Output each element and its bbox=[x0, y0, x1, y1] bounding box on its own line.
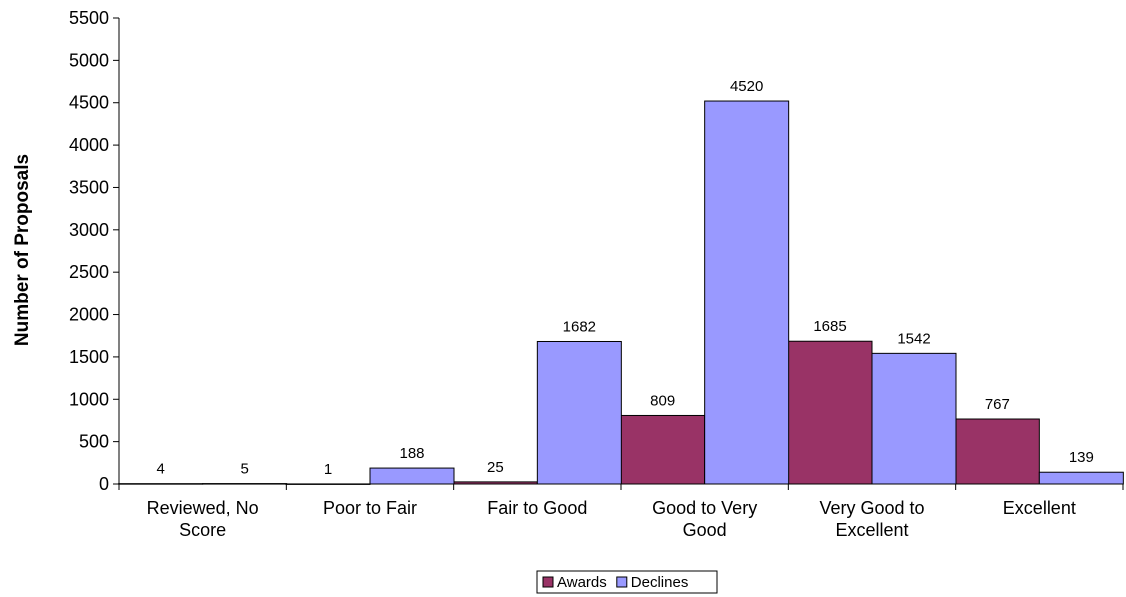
y-tick-label: 5000 bbox=[69, 50, 109, 70]
data-label-background bbox=[222, 458, 267, 479]
y-tick-label: 1500 bbox=[69, 347, 109, 367]
bar-awards bbox=[954, 418, 1040, 485]
data-label: 139 bbox=[1069, 449, 1094, 466]
data-label-background bbox=[892, 328, 936, 349]
x-category-label-line: Reviewed, No bbox=[147, 498, 259, 518]
x-category-label-line: Poor to Fair bbox=[323, 498, 417, 518]
x-category-label-line: Good bbox=[683, 520, 727, 540]
data-label: 809 bbox=[650, 392, 675, 409]
data-label: 1682 bbox=[563, 318, 596, 335]
data-label-background bbox=[306, 458, 350, 479]
x-category-label-line: Excellent bbox=[835, 520, 908, 540]
bar-declines bbox=[202, 483, 288, 485]
x-category-label-line: Very Good to bbox=[819, 498, 924, 518]
x-category-label: Very Good to Excellent bbox=[819, 498, 924, 540]
data-label-background bbox=[808, 316, 852, 337]
y-tick-label: 2500 bbox=[69, 262, 109, 282]
y-tick-label: 4500 bbox=[69, 93, 109, 113]
y-tick-label: 1000 bbox=[69, 389, 109, 409]
x-category-label-line: Fair to Good bbox=[487, 498, 587, 518]
data-label-background bbox=[1059, 447, 1104, 468]
bar-awards bbox=[452, 481, 538, 485]
data-label: 4 bbox=[156, 461, 164, 478]
bar-awards bbox=[620, 414, 706, 485]
legend: Awards Declines bbox=[536, 570, 718, 594]
y-axis-label: Number of Proposals bbox=[12, 154, 33, 346]
legend-swatch-awards bbox=[542, 576, 554, 588]
y-tick-label: 3500 bbox=[69, 177, 109, 197]
bar-declines bbox=[369, 467, 455, 485]
x-category-label: Poor to Fair bbox=[323, 498, 417, 518]
data-label: 1 bbox=[324, 461, 332, 478]
data-label-background bbox=[975, 394, 1020, 415]
data-label-background bbox=[390, 443, 434, 464]
data-label-background bbox=[724, 76, 769, 97]
data-label-background bbox=[557, 316, 602, 337]
y-tick-label: 5500 bbox=[69, 8, 109, 28]
data-label-background bbox=[640, 390, 685, 411]
data-label-background bbox=[138, 458, 183, 479]
y-tick-label: 2000 bbox=[69, 305, 109, 325]
legend-swatch-declines bbox=[616, 576, 628, 588]
x-category-label: Good to Very Good bbox=[652, 498, 757, 540]
x-category-label-line: Score bbox=[179, 520, 226, 540]
legend-label-declines: Declines bbox=[631, 574, 689, 591]
bar-declines bbox=[536, 340, 622, 485]
x-category-label: Excellent bbox=[1003, 498, 1076, 518]
y-tick-label: 500 bbox=[79, 432, 109, 452]
bar-awards bbox=[118, 483, 204, 485]
bar-awards bbox=[787, 340, 873, 485]
data-label-background bbox=[473, 456, 518, 477]
bar-declines bbox=[1038, 471, 1124, 485]
y-tick-label: 4000 bbox=[69, 135, 109, 155]
data-label: 767 bbox=[985, 396, 1010, 413]
data-label: 5 bbox=[240, 461, 248, 478]
data-label: 25 bbox=[487, 459, 504, 476]
y-tick-label: 3000 bbox=[69, 220, 109, 240]
x-category-label-line: Good to Very bbox=[652, 498, 757, 518]
bar-declines bbox=[871, 352, 957, 485]
bar-awards bbox=[285, 483, 371, 485]
bar-declines bbox=[704, 100, 790, 485]
data-label: 1542 bbox=[897, 330, 930, 347]
y-tick-label: 0 bbox=[99, 474, 109, 494]
data-label: 4520 bbox=[730, 78, 763, 95]
x-category-label-line: Excellent bbox=[1003, 498, 1076, 518]
x-category-label: Reviewed, No Score bbox=[147, 498, 259, 540]
x-category-label: Fair to Good bbox=[487, 498, 587, 518]
legend-label-awards: Awards bbox=[557, 574, 607, 591]
data-label: 188 bbox=[399, 445, 424, 462]
data-label: 1685 bbox=[813, 318, 846, 335]
